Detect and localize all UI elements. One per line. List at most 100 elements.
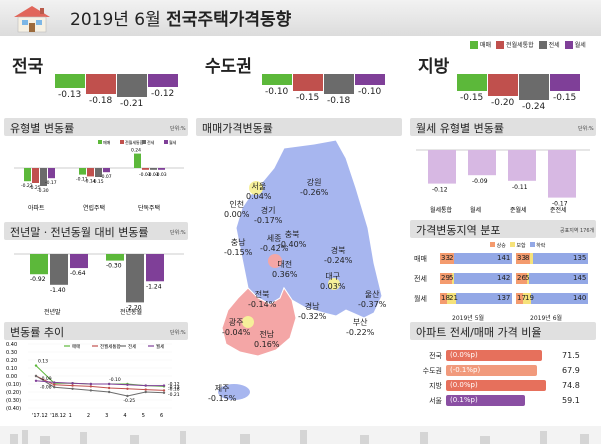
distribution-col-label: 2019년 6월 <box>530 315 563 322</box>
ratio-change: (0.1%p) <box>450 396 478 404</box>
trend-point <box>162 391 166 394</box>
ratio-bar <box>446 380 546 391</box>
summary-bar-value: -0.24 <box>522 102 546 113</box>
monthly-bar-value: -0.11 <box>512 184 528 191</box>
trend-point <box>126 383 129 386</box>
region-value: -0.14% <box>248 300 277 309</box>
distribution-segment <box>522 293 531 304</box>
monthly-bar <box>548 150 576 198</box>
legend-label: 월세 <box>169 139 177 145</box>
region-value: 0.04% <box>246 192 272 201</box>
distribution-up-value: 33 <box>441 254 450 262</box>
footer-skyline <box>0 426 601 444</box>
monthly-bar <box>508 150 536 181</box>
trend-point <box>53 386 56 389</box>
distribution-up-value: 33 <box>517 254 526 262</box>
region-name: 경기 <box>260 206 276 215</box>
distribution-segment <box>516 293 523 304</box>
region-name: 전남 <box>259 330 275 339</box>
type-bar-value: -0.17 <box>45 180 57 186</box>
summary-bar-value: -0.10 <box>358 87 382 97</box>
distribution-segment <box>529 253 533 264</box>
region-name: 대전 <box>277 260 293 269</box>
map-region-label: 충남 -0.15% <box>224 238 252 258</box>
type-bar-value: -0.30 <box>37 188 49 194</box>
trend-x-tick: 4 <box>123 413 126 419</box>
ratio-change: (0.0%p) <box>450 351 478 359</box>
distribution-segment <box>447 293 456 304</box>
legend-label: 매매 <box>103 139 111 145</box>
trend-legend-label: 전세 <box>128 343 136 350</box>
trend-x-tick: '18.12 <box>50 413 66 419</box>
summary-bar-value: -0.18 <box>327 95 351 106</box>
distribution-up-value: 26 <box>517 274 526 282</box>
monthly-bar <box>468 150 496 176</box>
jeju-island <box>218 384 250 400</box>
region-name: 대구 <box>325 272 341 281</box>
distribution-segment <box>440 273 452 284</box>
type-bar-value: -0.14 <box>84 178 96 184</box>
year-bar-value: -0.30 <box>106 263 122 270</box>
distribution-segment <box>453 273 512 284</box>
region-name: 부산 <box>352 318 368 327</box>
summary-bar-value: -0.10 <box>265 87 289 97</box>
monthly-type-unit: 단위:% <box>578 126 594 132</box>
trend-y-tick: (0.30) <box>6 398 21 404</box>
monthly-bar-label: 준전세 <box>550 206 567 214</box>
trend-point <box>107 390 111 394</box>
summary-bar <box>550 74 580 91</box>
trend-line <box>35 375 165 397</box>
summary-bar <box>519 74 549 101</box>
ratio-row-label: 전국 <box>429 352 442 360</box>
map-region-label: 경기 -0.17% <box>254 206 282 226</box>
year-bar <box>50 254 68 285</box>
distribution-header: 가격변동지역 분포 <box>410 220 596 238</box>
ratio-bar <box>446 365 537 376</box>
distribution-col-label: 2019년 5월 <box>452 315 485 322</box>
map-region-label: 전남 0.16% <box>254 330 279 350</box>
year-group-label: 전년말 <box>44 308 61 316</box>
region-name: 제주 <box>214 384 230 393</box>
region-name: 인천 <box>229 200 245 209</box>
type-bar-value: -0.15 <box>92 179 104 185</box>
monthly-bar-value: -0.12 <box>432 187 448 194</box>
distribution-flat-value: 2 <box>449 254 454 262</box>
distribution-unit: 공표지역 176개 <box>560 228 595 234</box>
distribution-segment <box>454 253 512 264</box>
summary-bar-value: -0.20 <box>491 98 515 108</box>
type-bar-value: 0.24 <box>131 148 141 154</box>
trend-y-tick: (0.10) <box>6 382 21 388</box>
trend-legend-label: 매매 <box>72 343 80 350</box>
year-bar-value: -1.24 <box>146 283 162 290</box>
trend-point <box>89 389 93 392</box>
trend-y-tick: 0.40 <box>6 342 17 348</box>
type-change-header: 유형별 변동률 <box>4 118 188 136</box>
trend-chart: 0.40 0.30 0.20 0.10 0.00 (0.10) (0.20) (0.30) (0… <box>6 342 180 419</box>
legend-label: 전세 <box>147 139 155 145</box>
distribution-segment <box>528 273 588 284</box>
ratio-value: 74.8 <box>562 381 580 390</box>
year-bar <box>106 254 124 261</box>
map-region-label: 부산 -0.22% <box>346 318 374 338</box>
ratio-value: 59.1 <box>562 396 580 405</box>
seoul-marker <box>249 181 263 195</box>
korea-map <box>218 139 383 400</box>
distribution-segment <box>530 293 588 304</box>
distribution-flat-value: 5 <box>449 274 454 282</box>
distribution-segment <box>453 253 455 264</box>
map-region-label: 충북 -0.40% <box>278 230 306 250</box>
trend-y-tick: 0.10 <box>6 366 17 372</box>
trend-point <box>126 387 129 390</box>
ratio-bar <box>446 395 525 406</box>
distribution-row-label: 월세 <box>414 295 427 303</box>
daegu-marker <box>328 278 340 290</box>
region-value: -0.37% <box>358 300 387 309</box>
region-name: 강원 <box>306 178 322 187</box>
ratio-row-label: 수도권 <box>422 367 442 375</box>
summary-bar-value: -0.15 <box>460 92 484 103</box>
distribution-flat-value: 5 <box>525 274 530 282</box>
ratio-row-label: 지방 <box>429 382 442 390</box>
trend-line <box>35 375 165 391</box>
region-name: 서울 <box>251 182 267 191</box>
